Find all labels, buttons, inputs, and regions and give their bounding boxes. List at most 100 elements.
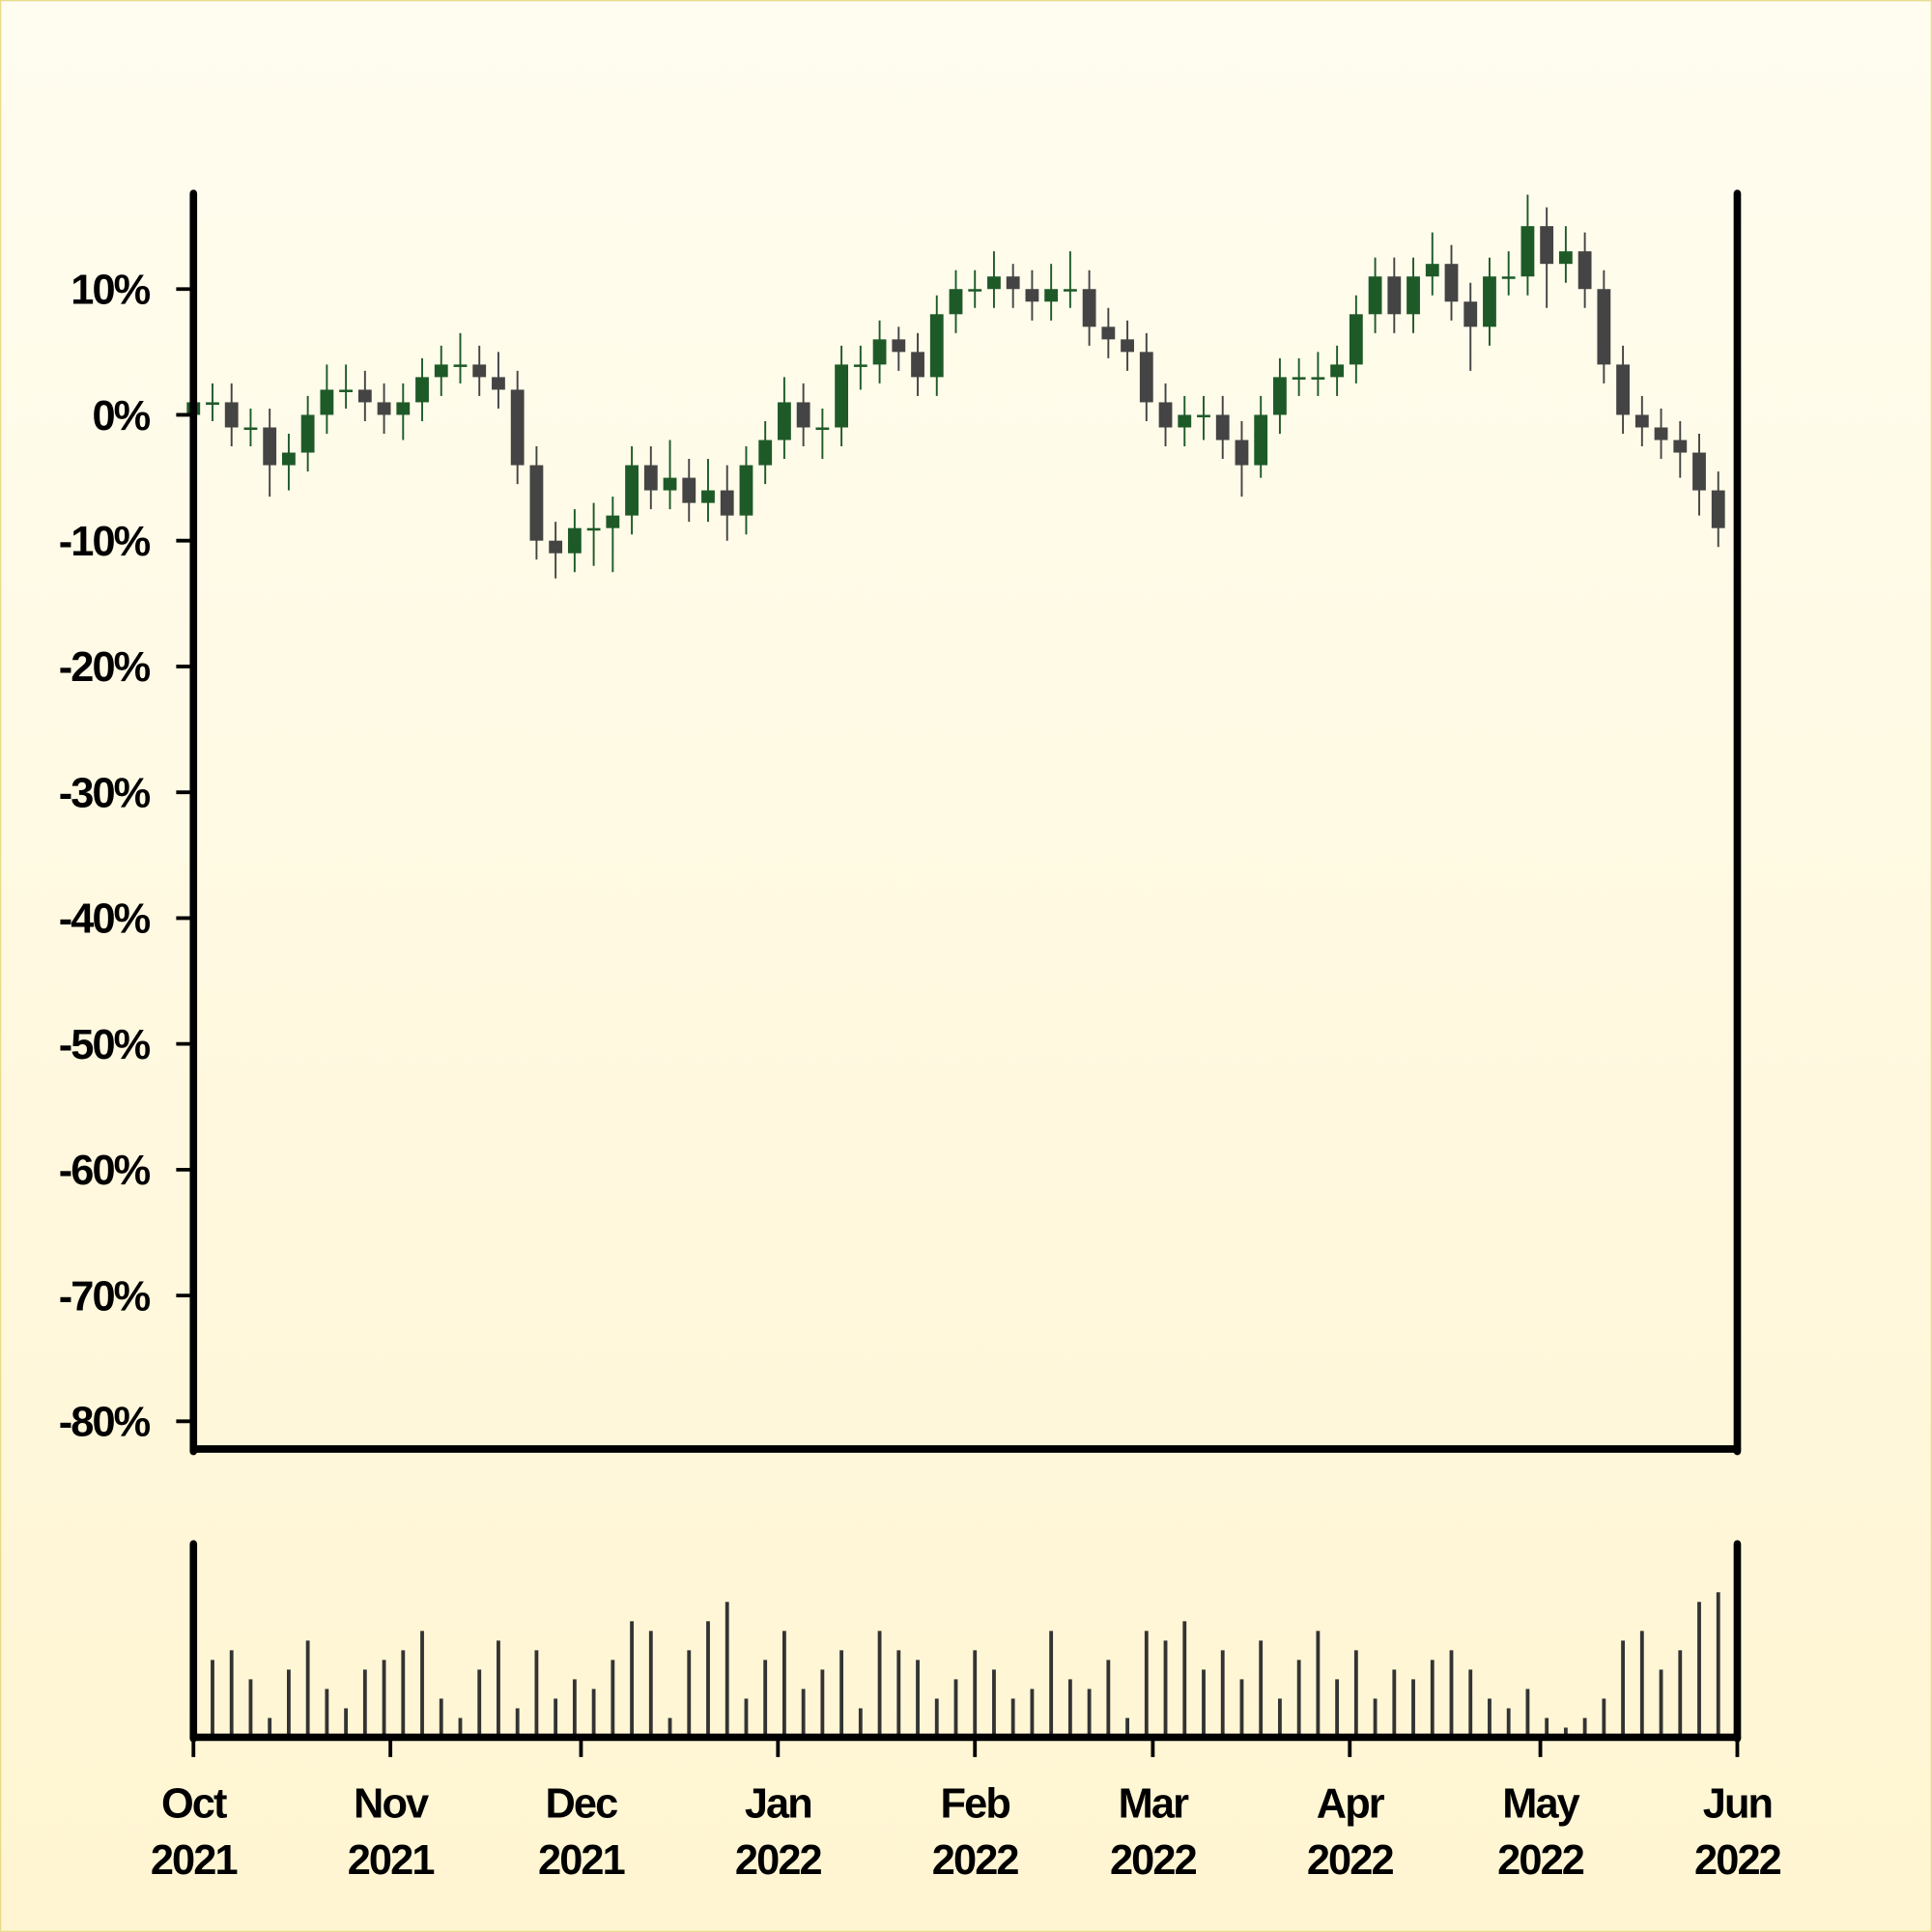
volume-bar — [515, 1708, 520, 1738]
candle-body — [1673, 440, 1688, 453]
volume-bar — [1582, 1718, 1587, 1738]
x-tick-label: Feb 2022 — [932, 1780, 1019, 1884]
candle-body — [1558, 251, 1573, 265]
candle-body — [510, 389, 525, 466]
volume-bar — [1010, 1698, 1015, 1738]
candle-body — [453, 364, 468, 367]
y-tick-label: 10% — [71, 268, 150, 314]
candle-body — [1597, 289, 1611, 365]
candle-body — [625, 465, 639, 516]
volume-bar — [706, 1621, 710, 1738]
volume-bar — [858, 1708, 863, 1738]
y-tick-label: -60% — [59, 1148, 151, 1194]
x-tick-label: Jun 2022 — [1694, 1780, 1781, 1884]
volume-bar — [763, 1660, 768, 1738]
candle-body — [720, 490, 734, 516]
volume-bar — [1030, 1689, 1035, 1738]
candle-body — [1463, 301, 1478, 327]
volume-bar — [401, 1650, 406, 1738]
candle-body — [1540, 226, 1554, 265]
candle-body — [1501, 276, 1516, 279]
candle-body — [434, 364, 448, 378]
candle-body — [663, 477, 677, 491]
candle-body — [1425, 264, 1439, 277]
volume-bar — [420, 1631, 424, 1738]
volume-bar — [439, 1698, 443, 1738]
candle-body — [987, 276, 1001, 290]
candle-body — [300, 414, 315, 453]
candle-body — [339, 389, 354, 392]
volume-bar — [1335, 1679, 1340, 1738]
volume-bar — [1220, 1650, 1225, 1738]
candle-body — [1330, 364, 1345, 378]
candle-body — [949, 289, 963, 315]
candle-body — [1178, 414, 1192, 428]
volume-bar — [1316, 1631, 1321, 1738]
volume-bar — [1411, 1679, 1415, 1738]
candle-body — [1082, 289, 1096, 327]
volume-bar — [211, 1660, 214, 1738]
volume-bar — [1545, 1718, 1549, 1738]
axes: 10% 0% -10% -20% -30% -40% -50% -60% -70% -80% Oct… — [59, 189, 1783, 1884]
volume-bar — [554, 1698, 558, 1738]
volume-bar — [839, 1650, 844, 1738]
volume-bar — [1353, 1650, 1358, 1738]
candle-body — [492, 377, 505, 390]
volume-bar — [648, 1631, 653, 1738]
candle-body — [1121, 339, 1134, 353]
candle-body — [1006, 276, 1020, 290]
volume-bar — [1296, 1660, 1301, 1738]
candle-body — [1616, 364, 1630, 415]
candle-body — [929, 314, 944, 378]
volume-bar — [1278, 1698, 1282, 1738]
candle-body — [1634, 414, 1649, 428]
candle-body — [758, 440, 773, 466]
candle-body — [357, 389, 372, 403]
y-tick-label: -70% — [59, 1273, 151, 1320]
candle-body — [1215, 414, 1230, 440]
volume-bar — [1659, 1669, 1663, 1738]
candle-body — [396, 402, 411, 415]
volume-bar — [1488, 1698, 1492, 1738]
candle-body — [1692, 452, 1706, 491]
candle-body — [835, 364, 849, 428]
volume-bar — [1049, 1631, 1054, 1738]
volume-bar — [1639, 1631, 1644, 1738]
candle-body — [282, 452, 296, 466]
candle-body — [243, 427, 258, 431]
volume-bar — [325, 1689, 329, 1738]
volume-bar — [668, 1718, 672, 1738]
candle-body — [1197, 414, 1210, 418]
candle-body — [682, 477, 696, 503]
volume-bar — [382, 1660, 386, 1738]
x-tick-label: Apr 2022 — [1307, 1780, 1394, 1884]
volume-bar — [687, 1650, 692, 1738]
candle-body — [224, 402, 239, 428]
volume-bar — [744, 1698, 749, 1738]
volume-bar — [534, 1650, 539, 1738]
volume-bar — [1392, 1669, 1397, 1738]
volume-bar — [877, 1631, 882, 1738]
volume-bar — [1621, 1640, 1625, 1738]
volume-bar — [1602, 1698, 1606, 1738]
candle-body — [1063, 289, 1077, 292]
volume-bar — [1106, 1660, 1111, 1738]
candle-body — [1254, 414, 1268, 466]
y-tick-label: 0% — [92, 393, 150, 440]
volume-bar — [268, 1718, 272, 1738]
volume-bar — [229, 1650, 234, 1738]
volume-bar — [916, 1660, 920, 1738]
volume-bar — [1202, 1669, 1206, 1738]
x-tick-label: Nov 2021 — [348, 1780, 435, 1884]
volume-bar — [248, 1679, 253, 1738]
volume-bar — [1697, 1602, 1701, 1738]
x-tick-label: Jan 2022 — [735, 1780, 822, 1884]
candle-body — [377, 402, 391, 415]
volume-bar — [1678, 1650, 1683, 1738]
price-panel — [186, 194, 1725, 579]
candle-body — [529, 465, 544, 541]
volume-bar — [934, 1698, 939, 1738]
y-tick-label: -10% — [59, 519, 151, 565]
volume-bar — [992, 1669, 996, 1738]
volume-bar — [572, 1679, 577, 1738]
